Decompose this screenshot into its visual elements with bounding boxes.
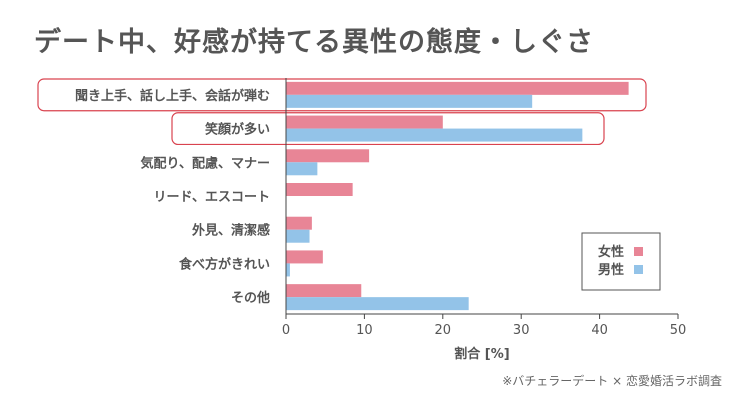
- highlight-box-1: [171, 112, 605, 146]
- bar-female-2: [286, 149, 370, 163]
- category-label: 食べ方がきれい: [179, 256, 270, 272]
- category-label: 外見、清潔感: [191, 223, 270, 239]
- bars: [286, 81, 629, 311]
- legend-label-female: 女性: [598, 244, 624, 260]
- bar-female-1: [286, 115, 443, 129]
- bar-female-6: [286, 284, 362, 298]
- x-ticks: 0 10 20 30 40 50: [282, 314, 686, 338]
- x-tick-label: 30: [513, 323, 530, 338]
- category-label: リード、エスコート: [154, 190, 270, 205]
- legend-swatch-female: [634, 247, 643, 256]
- bar-male-1: [286, 128, 583, 142]
- chart-title: デート中、好感が持てる異性の態度・しぐさ: [34, 27, 594, 58]
- bar-female-0: [286, 81, 629, 95]
- highlight-boxes: [37, 78, 647, 146]
- bar-male-0: [286, 94, 533, 108]
- legend-box: [581, 232, 661, 291]
- bar-female-4: [286, 216, 312, 230]
- category-label: 笑顔が多い: [205, 122, 270, 138]
- category-label: 聞き上手、話し上手、会話が弾む: [75, 88, 270, 104]
- x-tick-label: 40: [591, 323, 608, 338]
- bar-male-2: [286, 162, 318, 176]
- highlight-box-0: [37, 78, 647, 112]
- category-labels: 聞き上手、話し上手、会話が弾む笑顔が多い気配り、配慮、マナーリード、エスコート外…: [75, 88, 270, 306]
- x-tick-label: 0: [282, 323, 290, 338]
- legend-label-male: 男性: [598, 262, 624, 278]
- x-tick-label: 10: [356, 323, 373, 338]
- x-axis-label: 割合 [%]: [454, 346, 509, 362]
- bar-female-3: [286, 183, 353, 196]
- bar-male-4: [286, 229, 310, 243]
- category-label: その他: [231, 290, 270, 306]
- bar-female-5: [286, 250, 323, 264]
- category-label: 気配り、配慮、マナー: [141, 155, 270, 171]
- x-tick-label: 20: [435, 323, 452, 338]
- bar-male-6: [286, 297, 469, 311]
- legend-swatch-male: [634, 265, 643, 274]
- source-note: ※バチェラーデート × 恋愛婚活ラボ調査: [502, 374, 722, 388]
- x-tick-label: 50: [670, 323, 687, 338]
- bar-male-5: [286, 263, 290, 277]
